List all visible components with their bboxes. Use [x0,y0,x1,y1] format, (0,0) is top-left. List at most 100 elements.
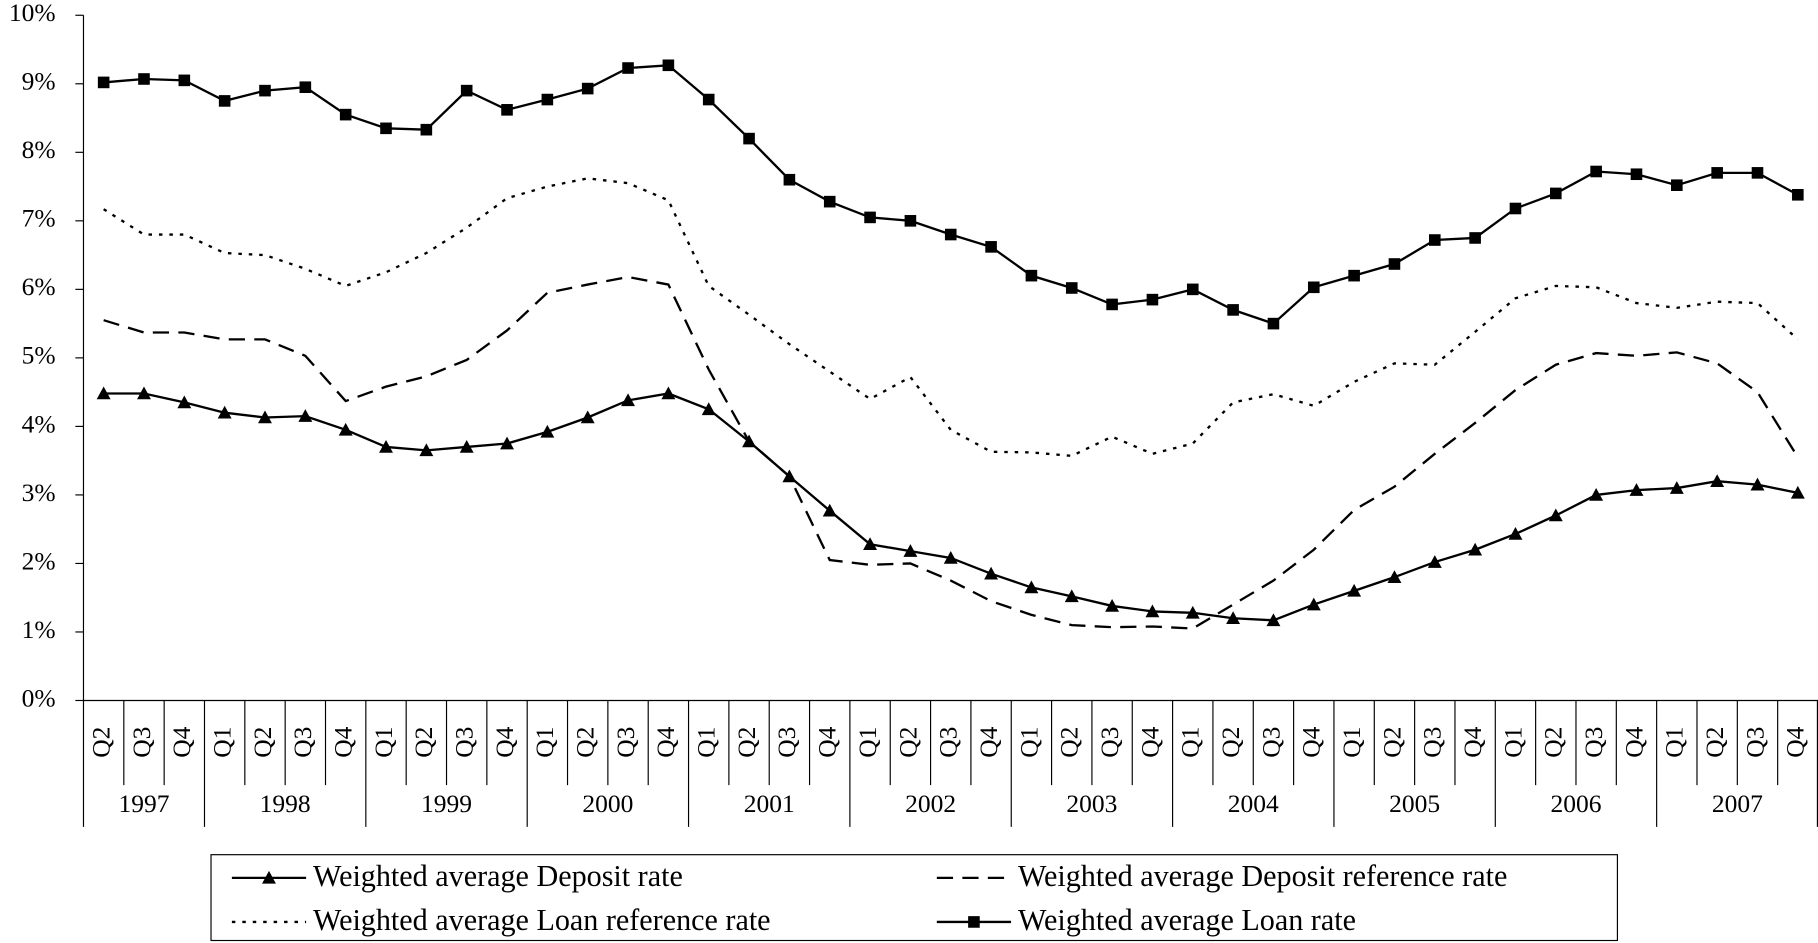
x-tick-label: Q4 [329,726,358,757]
x-tick-label: Q3 [1418,727,1447,758]
x-tick-label: Q4 [651,726,680,757]
series-line [103,275,1799,630]
point [864,211,876,224]
x-tick-label: Q4 [490,726,519,757]
x-tick-label: Q2 [893,727,922,758]
point [540,424,555,438]
x-tick-label: Q2 [87,727,116,758]
x-tick-label: Q1 [1660,727,1689,758]
x-tick-label: Q4 [167,726,196,757]
x-tick-label: Q3 [1095,727,1124,758]
point [1468,542,1483,556]
year-label: 2004 [1228,789,1279,818]
point [1508,527,1523,540]
point [1469,232,1481,244]
year-label: 2005 [1389,789,1440,818]
point [580,410,595,424]
point [1509,202,1522,215]
series-line [103,392,1799,622]
point [1348,269,1360,282]
x-tick-label: Q4 [1297,726,1326,757]
point [863,537,878,551]
point [1671,179,1683,191]
year-label: 1999 [421,789,472,818]
point [500,436,514,450]
x-tick-label: Q3 [934,727,963,758]
y-tick-label: 1% [22,615,56,644]
point [1428,234,1441,246]
point [1589,487,1604,501]
legend-marker [262,870,276,884]
legend-box [210,854,1618,942]
x-tick-label: Q4 [1135,726,1164,757]
point [298,409,313,422]
x-tick-label: Q3 [1579,727,1608,758]
point [1306,597,1321,611]
point [338,422,353,436]
point [984,566,999,580]
point [743,132,755,145]
point [1024,580,1039,594]
point [985,241,997,253]
y-tick-label: 9% [22,67,56,96]
point [1590,165,1602,178]
point [339,108,352,121]
x-tick-label: Q4 [1458,726,1487,757]
point [1146,293,1159,306]
y-tick-label: 7% [22,204,56,233]
point [1750,477,1765,491]
point [380,122,392,135]
point [823,195,836,208]
y-tick-label: 6% [22,272,56,301]
x-tick-label: Q1 [853,727,882,758]
point [96,386,111,400]
point [1227,304,1239,316]
point [258,410,272,424]
point [218,95,231,107]
point [1307,281,1320,294]
x-tick-label: Q4 [974,726,1003,757]
year-label: 1997 [118,789,169,818]
point [822,503,837,517]
y-tick-label: 10% [9,0,56,27]
x-tick-label: Q2 [1055,727,1084,758]
point [1427,555,1442,568]
x-tick-label: Q1 [1014,727,1043,758]
point [1064,589,1079,603]
x-tick-label: Q1 [692,727,721,758]
x-tick-label: Q4 [1781,726,1810,757]
point [1065,282,1078,294]
point [783,173,796,186]
x-tick-label: Q1 [1176,727,1205,758]
legend-label: Weighted average Deposit reference rate [1018,859,1507,893]
point [662,59,675,72]
point [622,62,634,74]
year-label: 2006 [1550,789,1601,818]
x-tick-label: Q2 [1216,727,1245,758]
point [1025,269,1038,282]
y-tick-label: 8% [22,135,56,164]
point [1792,188,1804,201]
year-label: 2002 [905,789,956,818]
y-tick-label: 5% [22,341,56,370]
x-tick-label: Q2 [1377,727,1406,758]
point [419,443,434,457]
point [1548,508,1563,522]
point [178,74,191,87]
x-tick-label: Q2 [409,727,438,758]
point [137,386,151,400]
point [1387,570,1402,583]
point [1630,168,1643,181]
point [1266,613,1281,627]
x-tick-label: Q3 [450,727,479,758]
point [217,405,232,419]
legend-label: Weighted average Deposit rate [313,859,683,893]
x-tick-label: Q2 [248,727,277,758]
point [1145,604,1160,618]
point [1790,485,1805,499]
year-label: 1998 [260,789,311,818]
point [541,93,554,106]
point [621,393,635,407]
